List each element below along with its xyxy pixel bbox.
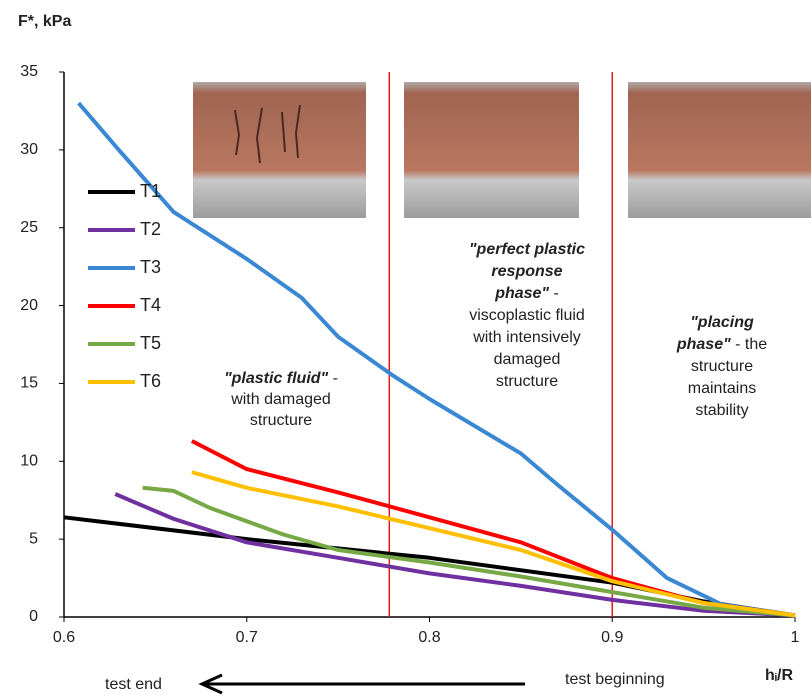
series-line bbox=[192, 441, 795, 615]
legend-label: T4 bbox=[140, 295, 161, 315]
annotation-line: viscoplastic fluid bbox=[469, 307, 585, 324]
annotation-line: with damaged bbox=[230, 391, 331, 408]
annotation-line: maintains bbox=[688, 380, 756, 397]
y-tick-label: 35 bbox=[20, 63, 38, 80]
y-axis-label: F*, kPa bbox=[18, 13, 71, 30]
annotation-line: "placing bbox=[690, 314, 754, 331]
annotation-text: phase" bbox=[676, 336, 731, 353]
annotation-text: "plastic fluid" bbox=[224, 370, 328, 387]
legend-label: T6 bbox=[140, 371, 161, 391]
annotation-text: with damaged bbox=[230, 391, 331, 408]
annotation-line: phase" - bbox=[494, 285, 559, 302]
x-tick-label: 0.8 bbox=[418, 629, 440, 646]
y-tick-label: 15 bbox=[20, 375, 38, 392]
annotation-text: "perfect plastic bbox=[469, 241, 585, 258]
y-tick-label: 5 bbox=[29, 530, 38, 547]
photo bbox=[628, 82, 811, 218]
annotation-text: - the bbox=[731, 336, 768, 353]
annotation-text: with intensively bbox=[472, 329, 581, 346]
x-tick-label: 0.6 bbox=[53, 629, 75, 646]
y-tick-label: 20 bbox=[20, 297, 38, 314]
x-axis-label: hᵢ/R bbox=[765, 667, 793, 684]
y-tick-label: 30 bbox=[20, 141, 38, 158]
legend-label: T3 bbox=[140, 257, 161, 277]
x-tick-label: 1 bbox=[791, 629, 800, 646]
direction-arrow bbox=[202, 675, 525, 693]
x-tick-label: 0.7 bbox=[236, 629, 258, 646]
legend-label: T2 bbox=[140, 219, 161, 239]
annotation-line: structure bbox=[250, 412, 312, 429]
annotation-line: damaged bbox=[494, 351, 561, 368]
series-line bbox=[143, 488, 795, 616]
legend-label: T5 bbox=[140, 333, 161, 353]
annotation-text: phase" bbox=[494, 285, 549, 302]
annotation-line: "perfect plastic bbox=[469, 241, 585, 258]
annotation-line: structure bbox=[496, 373, 558, 390]
annotation-text: - bbox=[549, 285, 559, 302]
annotation-line: with intensively bbox=[472, 329, 581, 346]
annotation-text: - bbox=[328, 370, 338, 387]
legend-label: T1 bbox=[140, 181, 161, 201]
annotation-text: viscoplastic fluid bbox=[469, 307, 585, 324]
y-tick-label: 25 bbox=[20, 219, 38, 236]
x-tick-label: 0.9 bbox=[601, 629, 623, 646]
annotation-line: structure bbox=[691, 358, 753, 375]
annotation-text: structure bbox=[691, 358, 753, 375]
annotation-line: phase" - the bbox=[676, 336, 767, 353]
annotation-text: damaged bbox=[494, 351, 561, 368]
annotation-text: maintains bbox=[688, 380, 756, 397]
chart: F*, kPa hᵢ/R test end test beginning 0 5 1… bbox=[0, 0, 811, 695]
annotation-text: stability bbox=[695, 402, 748, 419]
photos bbox=[193, 82, 811, 218]
photo bbox=[404, 82, 579, 218]
annotation-line: response bbox=[491, 263, 562, 280]
annotation-line: stability bbox=[695, 402, 748, 419]
annotation-text: response bbox=[491, 263, 562, 280]
y-tick-label: 0 bbox=[29, 608, 38, 625]
direction-end: test end bbox=[105, 676, 162, 693]
y-tick-label: 10 bbox=[20, 453, 38, 470]
photo bbox=[193, 82, 366, 218]
annotation-text: structure bbox=[250, 412, 312, 429]
annotation-text: structure bbox=[496, 373, 558, 390]
annotation-line: "plastic fluid" - bbox=[224, 370, 338, 387]
annotation-text: "placing bbox=[690, 314, 754, 331]
direction-start: test beginning bbox=[565, 671, 665, 688]
